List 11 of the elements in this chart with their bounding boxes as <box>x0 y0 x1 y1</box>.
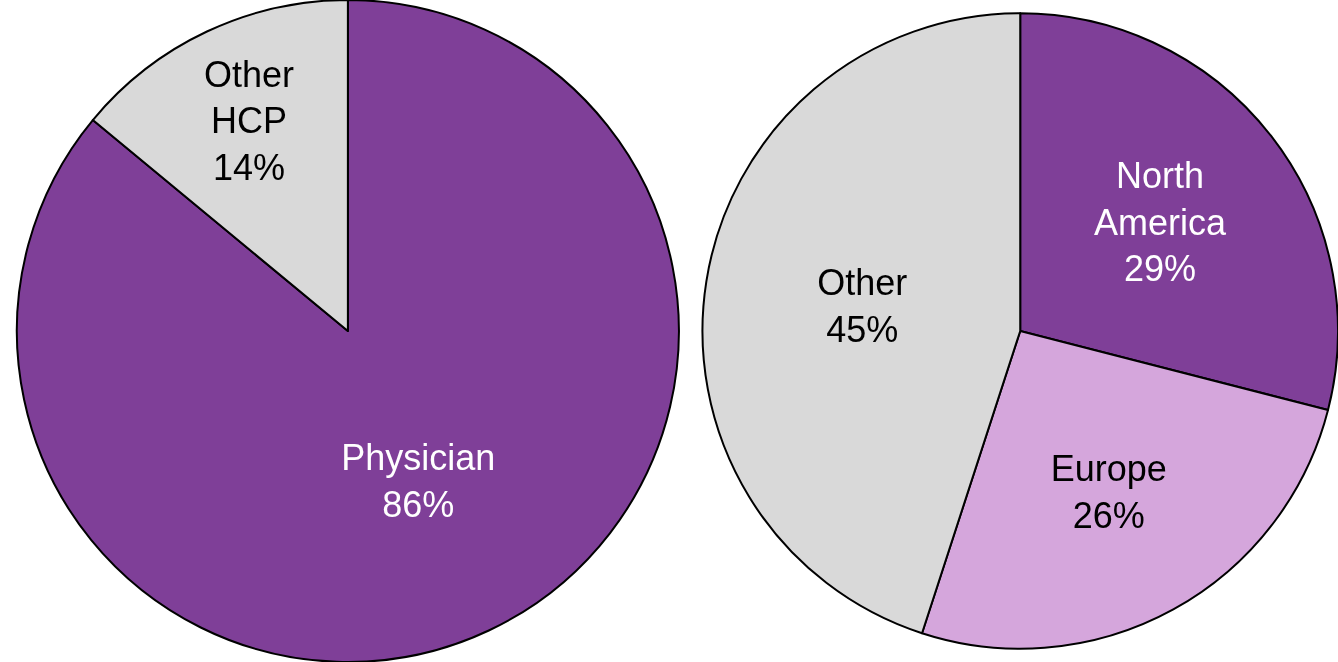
slice-label: Other <box>817 262 908 304</box>
pie-slice <box>16 0 680 662</box>
data-label: 29% <box>1123 248 1197 290</box>
slice-label: Other HCP <box>204 53 295 142</box>
data-label: 45% <box>826 308 899 350</box>
data-label: 14% <box>213 147 286 189</box>
data-label: 86% <box>382 483 455 525</box>
slice-label: Physician <box>341 436 496 478</box>
slice-label: Europe <box>1050 448 1167 490</box>
data-label: 26% <box>1072 494 1145 536</box>
slice-label: North America <box>1093 154 1227 243</box>
